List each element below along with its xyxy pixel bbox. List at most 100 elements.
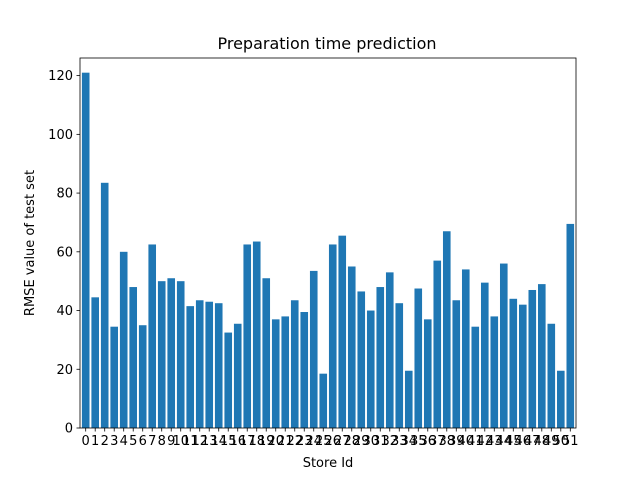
y-tick-label: 100 [48, 128, 73, 143]
x-tick-label: 6 [139, 434, 147, 449]
x-tick-label: 25 [315, 434, 332, 449]
x-tick-label: 41 [467, 434, 484, 449]
x-tick-label: 30 [362, 434, 379, 449]
bar-store-23 [300, 312, 309, 428]
x-axis-label: Store Id [303, 456, 354, 471]
x-tick-label: 23 [296, 434, 313, 449]
bar-store-44 [499, 263, 508, 428]
bar-store-41 [471, 326, 480, 428]
x-tick-label: 31 [372, 434, 389, 449]
bar-store-12 [195, 300, 204, 428]
x-tick-label: 14 [210, 434, 227, 449]
y-tick-label: 120 [48, 69, 73, 84]
x-tick-label: 11 [182, 434, 199, 449]
x-tick-label: 38 [439, 434, 456, 449]
x-tick-label: 48 [534, 434, 551, 449]
x-tick-label: 34 [400, 434, 417, 449]
bar-store-11 [186, 306, 195, 428]
bar-store-49 [547, 323, 556, 428]
x-tick-label: 4 [120, 434, 128, 449]
bar-store-51 [566, 223, 575, 428]
x-tick-label: 21 [277, 434, 294, 449]
bar-store-35 [414, 288, 423, 428]
x-tick-label: 49 [543, 434, 560, 449]
x-tick-label: 37 [429, 434, 446, 449]
x-tick-label: 50 [553, 434, 570, 449]
bar-store-19 [262, 278, 271, 428]
x-tick-label: 8 [158, 434, 166, 449]
bar-store-30 [366, 310, 375, 428]
bar-store-42 [480, 282, 489, 428]
bar-store-48 [537, 284, 546, 428]
y-ticks-group: 0 20 40 60 80 100 120 [48, 69, 80, 437]
x-tick-label: 15 [220, 434, 237, 449]
bar-store-21 [281, 316, 290, 428]
bar-store-2 [100, 182, 109, 428]
bar-store-47 [528, 289, 537, 428]
x-tick-label: 28 [343, 434, 360, 449]
bar-store-40 [461, 269, 470, 428]
y-axis-label: RMSE value of test set [23, 170, 38, 316]
x-tick-label: 51 [562, 434, 579, 449]
x-tick-label: 19 [258, 434, 275, 449]
x-tick-label: 16 [229, 434, 246, 449]
bar-store-17 [243, 244, 252, 428]
bar-store-5 [129, 287, 138, 428]
bar-store-46 [518, 304, 527, 428]
bar-store-45 [509, 298, 518, 428]
x-tick-label: 20 [267, 434, 284, 449]
bar-store-15 [224, 332, 233, 428]
chart-title: Preparation time prediction [217, 34, 436, 53]
bar-store-1 [91, 297, 100, 428]
plot-frame [79, 57, 577, 429]
x-tick-label: 17 [239, 434, 256, 449]
x-tick-label: 43 [486, 434, 503, 449]
bar-store-16 [233, 323, 242, 428]
x-tick-label: 3 [110, 434, 118, 449]
bar-store-3 [110, 326, 119, 428]
bar-store-31 [376, 287, 385, 428]
bar-store-39 [452, 300, 461, 428]
y-tick-label: 20 [56, 363, 73, 378]
bar-store-4 [119, 251, 128, 428]
bar-store-10 [176, 281, 185, 428]
bar-store-36 [423, 319, 432, 428]
bars-group [81, 72, 575, 428]
bar-store-33 [395, 303, 404, 428]
x-tick-label: 32 [381, 434, 398, 449]
y-tick-label: 80 [56, 187, 73, 202]
x-tick-label: 36 [419, 434, 436, 449]
x-tick-label: 44 [496, 434, 513, 449]
x-tick-label: 47 [524, 434, 541, 449]
x-tick-label: 0 [82, 434, 90, 449]
bar-store-8 [157, 281, 166, 428]
bar-store-32 [385, 272, 394, 428]
x-tick-label: 29 [353, 434, 370, 449]
bar-store-7 [148, 244, 157, 428]
bar-store-20 [271, 319, 280, 428]
x-tick-label: 27 [334, 434, 351, 449]
bar-store-34 [404, 370, 413, 428]
bar-store-14 [214, 303, 223, 428]
bar-store-6 [138, 325, 147, 428]
x-tick-label: 46 [515, 434, 532, 449]
x-tick-label: 18 [248, 434, 265, 449]
x-tick-label: 10 [172, 434, 189, 449]
y-tick-label: 60 [56, 245, 73, 260]
bar-store-24 [309, 270, 318, 428]
bar-store-0 [81, 72, 90, 428]
x-tick-label: 2 [101, 434, 109, 449]
bar-store-9 [167, 278, 176, 428]
x-tick-label: 24 [305, 434, 322, 449]
bar-store-43 [490, 316, 499, 428]
x-tick-label: 33 [391, 434, 408, 449]
x-tick-label: 5 [129, 434, 137, 449]
x-tick-label: 7 [148, 434, 156, 449]
bar-store-28 [347, 266, 356, 428]
y-tick-label: 0 [65, 422, 73, 437]
x-ticks-group: 0 1 2 3 4 5 6 7 8 9101112131415161718192021222324… [82, 428, 579, 449]
bar-store-18 [252, 241, 261, 428]
x-tick-label: 9 [167, 434, 175, 449]
x-tick-label: 26 [324, 434, 341, 449]
